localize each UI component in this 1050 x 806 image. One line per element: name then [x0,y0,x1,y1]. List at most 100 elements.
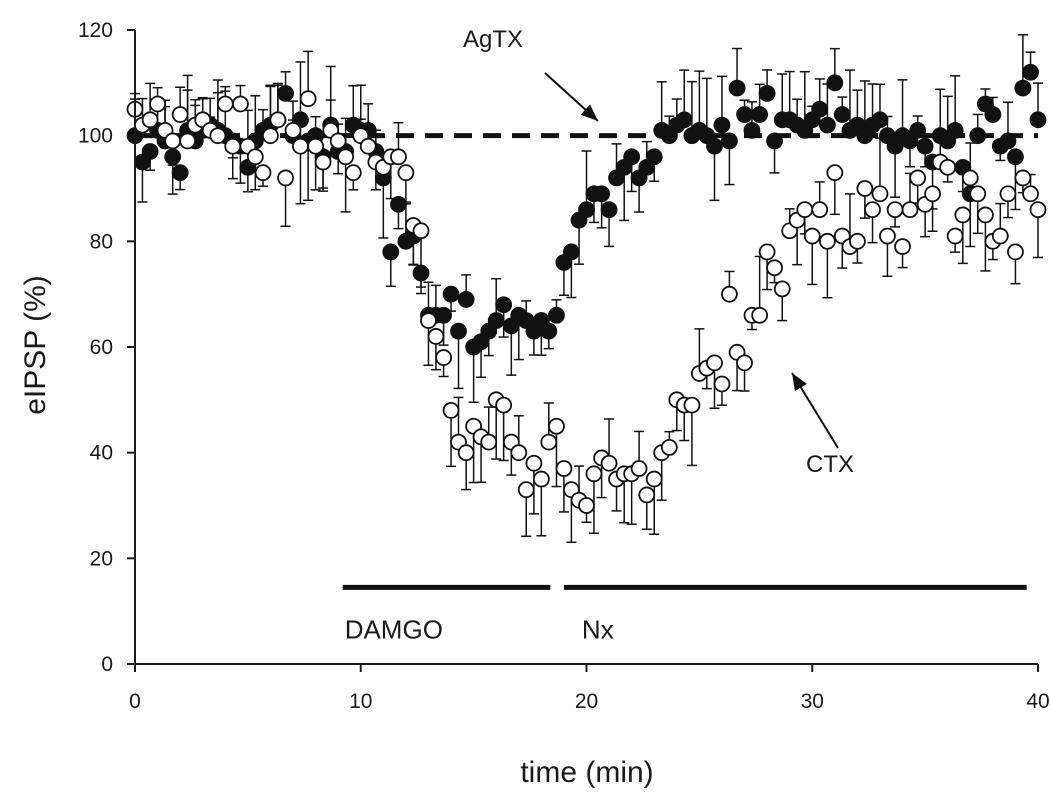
data-point-ctx [232,95,249,113]
data-point-ctx [766,259,783,277]
data-point-agtx [909,121,927,139]
data-point-agtx [277,85,294,102]
data-point-ctx [683,396,701,414]
data-point-agtx [487,312,505,329]
data-point-ctx [397,164,415,182]
data-point-ctx [532,470,550,488]
data-point-agtx [916,137,934,155]
x-axis-title: time (min) [520,756,653,789]
data-point-ctx [540,433,558,451]
data-point-ctx [555,460,573,477]
data-point-ctx [713,375,731,393]
data-point-agtx [728,79,746,97]
data-point-agtx [969,127,987,145]
data-point-ctx [1014,169,1032,187]
data-point-ctx [292,137,309,155]
data-point-ctx [457,444,475,462]
data-point-ctx [262,127,279,145]
data-point-agtx [593,185,611,203]
data-point-ctx [299,90,317,108]
data-point-ctx [1022,185,1039,203]
data-point-agtx [1022,63,1039,81]
data-point-ctx [886,201,904,219]
data-point-ctx [427,328,445,345]
y-tick-label: 60 [90,336,113,359]
data-point-agtx [743,121,761,139]
data-point-agtx [442,285,460,303]
data-point-ctx [811,201,829,219]
data-point-ctx [284,121,302,139]
annotation-agtx: AgTX [463,26,523,53]
y-tick-label: 80 [90,230,113,253]
data-point-ctx [600,454,618,472]
data-point-agtx [645,148,663,166]
arrow-ctx-head [792,373,807,392]
data-point-ctx [578,497,595,514]
data-point-ctx [495,396,513,414]
data-point-ctx [277,169,294,187]
data-point-agtx [833,106,851,123]
y-tick-label: 0 [101,653,113,676]
data-point-agtx [766,132,783,150]
data-point-ctx [969,185,987,203]
data-point-ctx [337,148,355,166]
data-point-ctx [525,454,543,472]
data-point-agtx [600,201,618,219]
data-point-agtx [412,264,430,282]
data-point-agtx [164,148,182,166]
data-point-ctx [706,354,723,372]
data-point-agtx [713,116,731,134]
data-point-agtx [811,100,829,118]
x-tick-label: 0 [129,690,141,713]
data-point-agtx [141,143,159,160]
y-tick-label: 20 [90,547,113,570]
data-point-agtx [720,132,738,150]
x-tick-label: 20 [575,690,598,713]
data-point-agtx [171,164,189,182]
data-point-ctx [924,185,941,203]
x-tick-label: 10 [349,690,372,713]
data-point-agtx [984,106,1002,123]
data-point-agtx [751,106,769,123]
drug-bars-layer: DAMGO Nx [342,584,1027,644]
data-point-ctx [939,158,957,176]
data-point-agtx [540,322,558,340]
data-point-agtx [758,85,776,102]
data-point-ctx [141,111,159,129]
data-point-ctx [773,280,791,298]
data-point-ctx [344,164,362,182]
data-point-ctx [849,232,866,250]
data-point-agtx [450,322,467,340]
data-point-agtx [1029,111,1047,129]
data-point-ctx [879,227,896,245]
data-point-ctx [216,95,234,113]
x-tick-label: 30 [801,690,824,713]
data-point-ctx [901,201,919,219]
data-point-ctx [548,417,565,435]
data-point-agtx [562,243,580,261]
data-point-ctx [435,349,453,366]
data-point-agtx [382,243,400,261]
annotation-arrows-layer [544,72,839,449]
data-point-ctx [991,227,1009,245]
data-point-agtx [818,116,836,134]
data-point-ctx [390,148,407,166]
y-tick-label: 40 [90,442,113,465]
data-point-ctx [999,185,1017,203]
data-point-ctx [751,306,769,324]
arrow-agtx-head [580,104,598,121]
y-tick-label: 100 [78,125,113,148]
data-point-agtx [390,195,407,213]
data-point-ctx [803,227,821,245]
data-point-ctx [630,460,648,477]
data-point-ctx [269,111,287,129]
data-point-agtx [548,306,565,324]
data-point-ctx [164,132,182,150]
data-point-ctx [736,354,753,372]
y-axis-title: eIPSP (%) [19,275,52,415]
data-point-ctx [314,153,332,171]
data-point-ctx [818,232,836,250]
data-point-agtx [946,121,964,139]
